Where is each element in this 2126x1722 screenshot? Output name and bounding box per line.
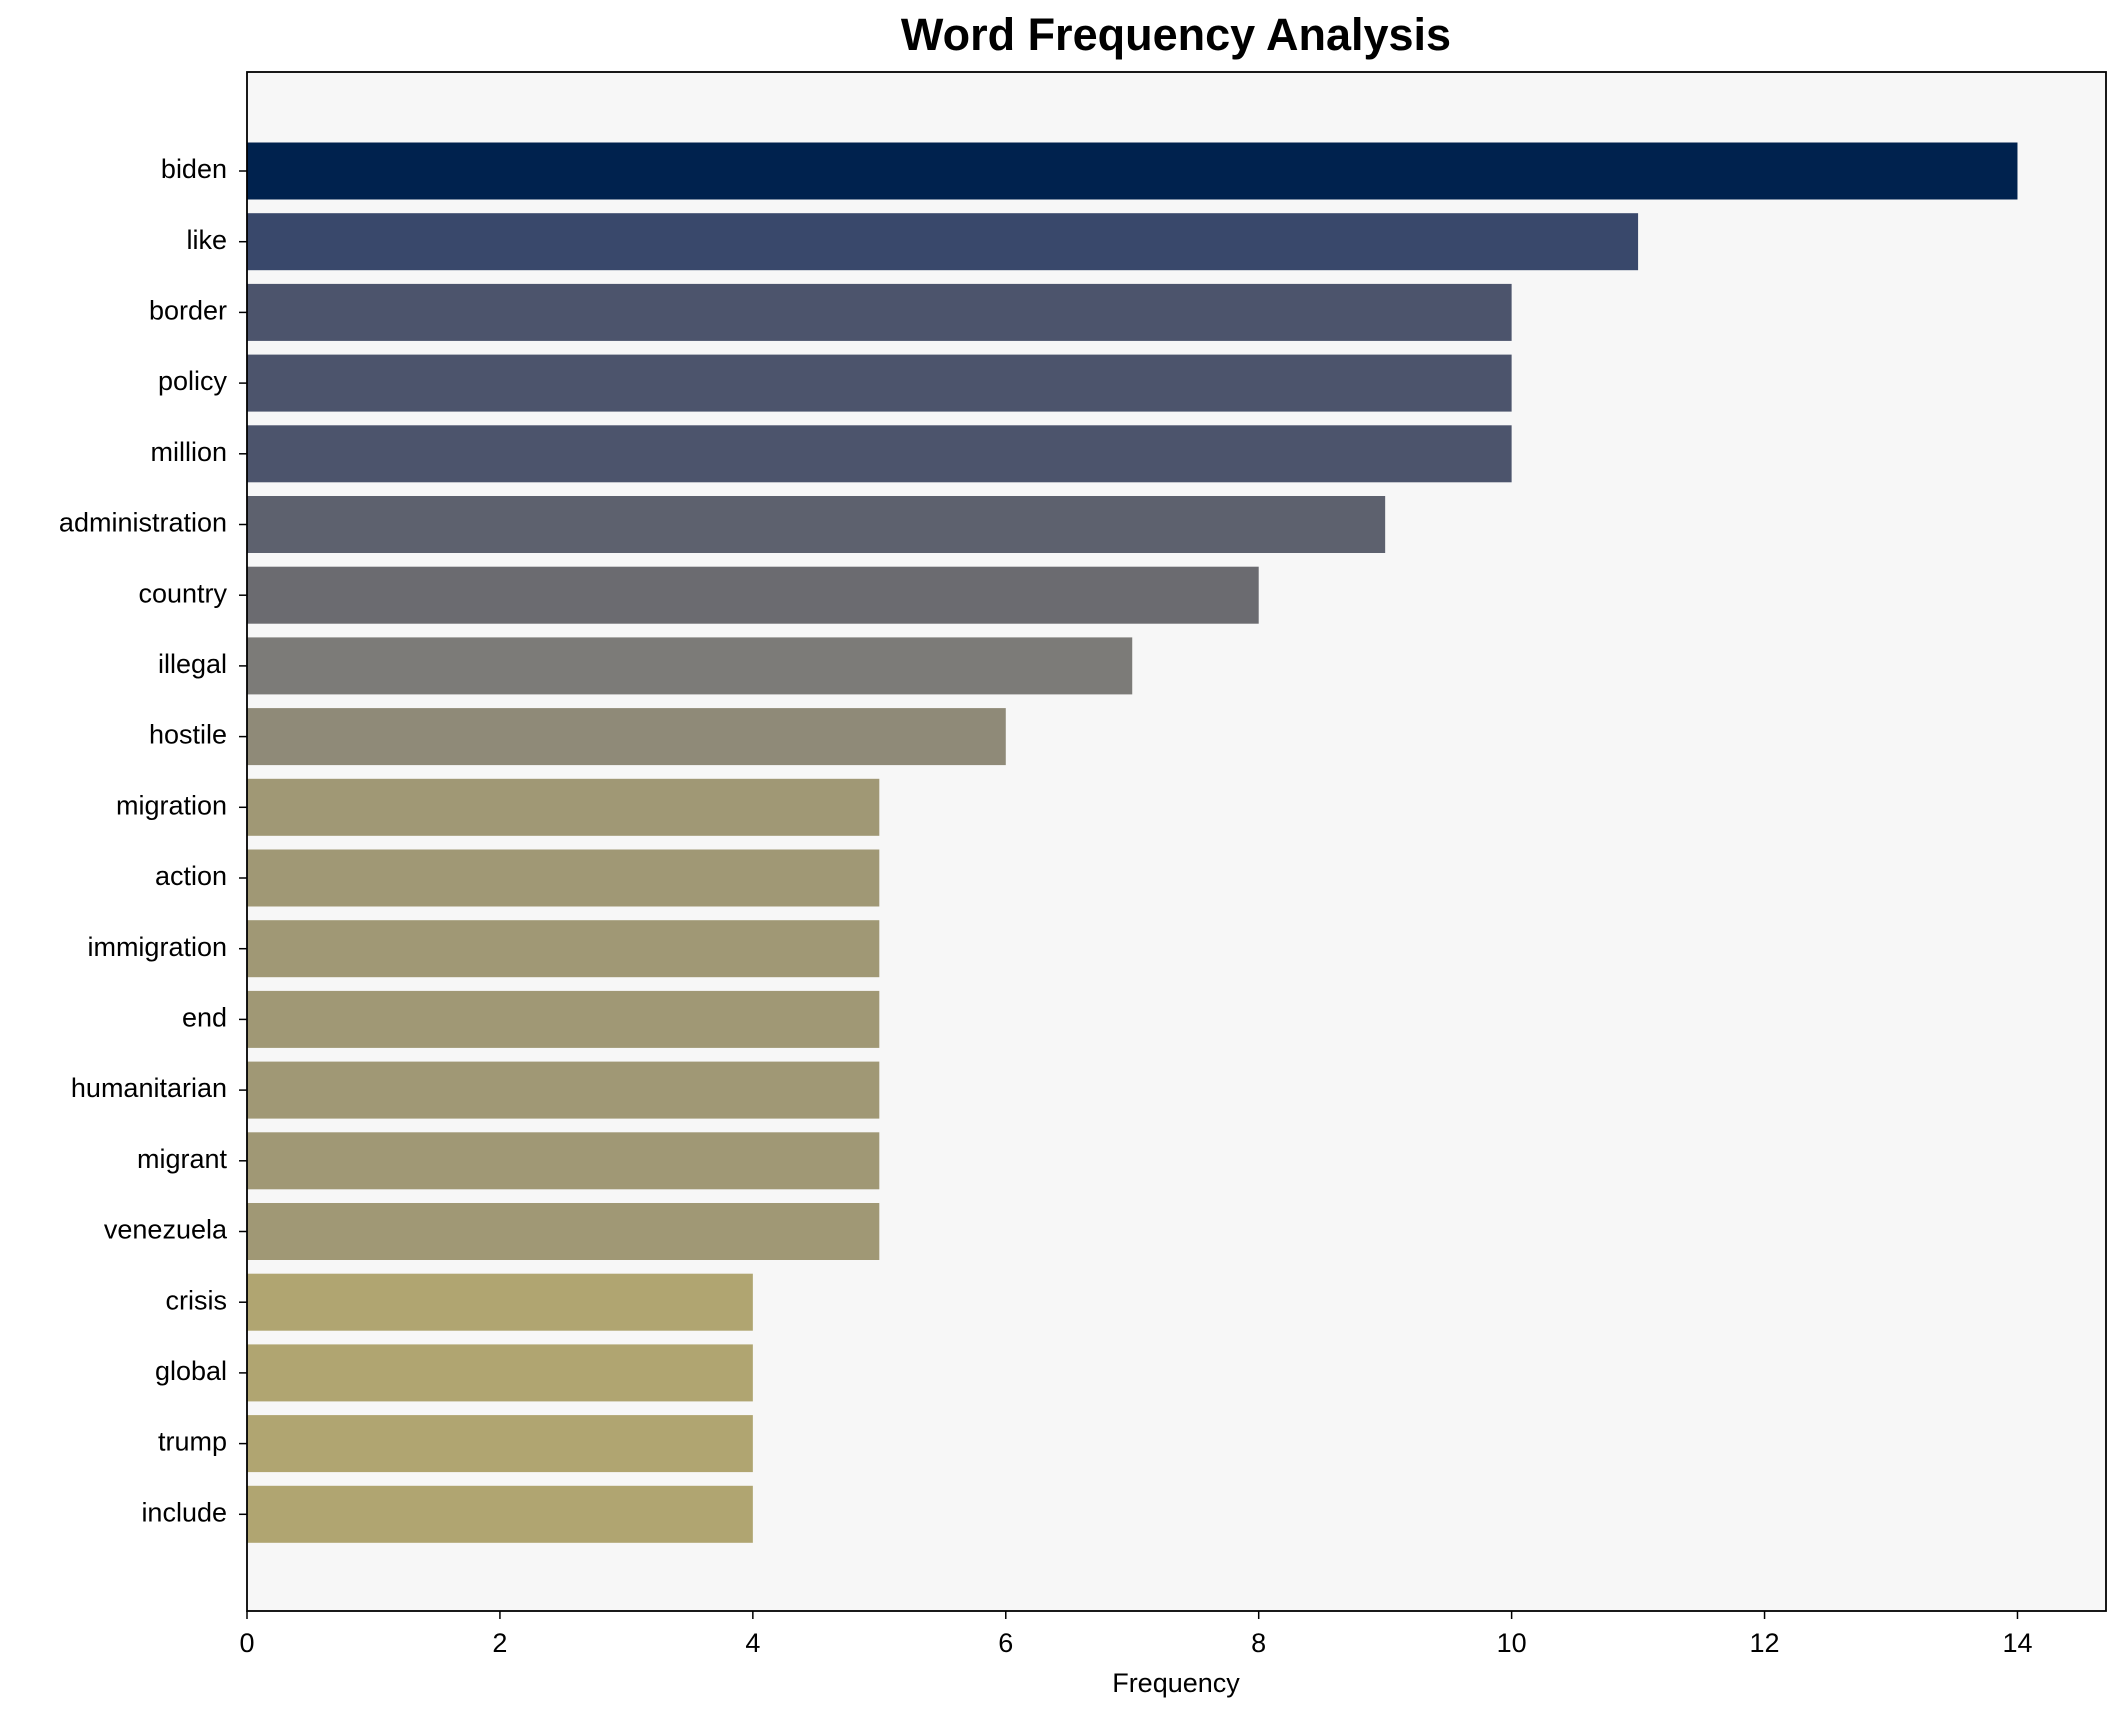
y-tick-label: include (141, 1497, 227, 1527)
x-tick-label: 0 (239, 1628, 254, 1658)
y-tick-label: global (155, 1356, 227, 1386)
bar (247, 354, 1512, 412)
bar (247, 990, 880, 1048)
bar (247, 142, 2018, 200)
bar (247, 920, 880, 978)
bar (247, 1273, 753, 1331)
y-tick-label: biden (161, 154, 227, 184)
bar (247, 849, 880, 907)
x-tick-label: 6 (998, 1628, 1013, 1658)
bar (247, 1061, 880, 1119)
y-tick-label: trump (158, 1427, 227, 1457)
x-tick-label: 4 (745, 1628, 760, 1658)
bar (247, 566, 1259, 624)
y-tick-label: administration (59, 508, 227, 538)
x-axis-label: Frequency (1112, 1668, 1240, 1698)
y-tick-label: million (150, 437, 227, 467)
chart-title: Word Frequency Analysis (901, 9, 1451, 60)
y-tick-label: migration (116, 790, 227, 820)
y-tick-label: hostile (149, 720, 227, 750)
y-tick-label: illegal (158, 649, 227, 679)
bar (247, 1203, 880, 1260)
y-tick-label: crisis (166, 1285, 228, 1315)
y-tick-label: humanitarian (71, 1073, 227, 1103)
y-tick-label: migrant (137, 1144, 228, 1174)
bar (247, 637, 1133, 695)
bar (247, 1132, 880, 1190)
x-tick-label: 2 (492, 1628, 507, 1658)
x-tick-label: 8 (1251, 1628, 1266, 1658)
x-tick-label: 14 (2002, 1628, 2032, 1658)
x-tick-label: 12 (1750, 1628, 1780, 1658)
y-tick-label: end (182, 1003, 227, 1033)
bar (247, 425, 1512, 483)
y-tick-label: border (149, 296, 227, 326)
y-tick-label: country (138, 578, 227, 608)
bar (247, 708, 1006, 766)
axes-frame (246, 71, 2107, 1612)
y-tick-label: immigration (87, 932, 227, 962)
y-tick-label: action (155, 861, 227, 891)
bar (247, 1485, 753, 1543)
bar (247, 778, 880, 836)
bar (247, 1344, 753, 1402)
bar (247, 496, 1386, 553)
bar (247, 283, 1512, 341)
y-tick-label: venezuela (104, 1215, 228, 1245)
x-tick-label: 10 (1497, 1628, 1527, 1658)
y-tick-label: like (186, 225, 227, 255)
y-tick-label: policy (158, 366, 228, 396)
bar (247, 213, 1639, 271)
bar (247, 1415, 753, 1473)
